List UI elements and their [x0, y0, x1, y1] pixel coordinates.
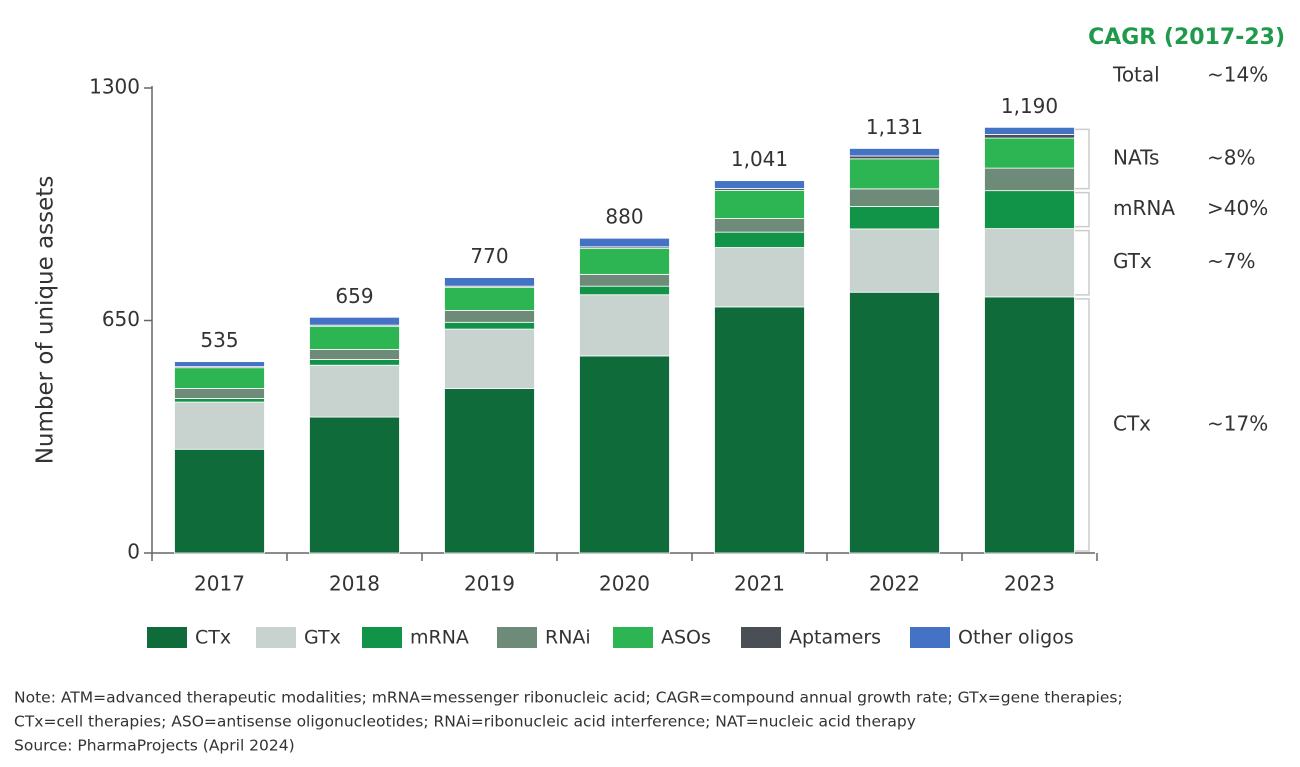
bar-segment	[579, 273, 670, 287]
legend-label: mRNA	[410, 627, 469, 649]
x-tick-label: 2018	[329, 572, 380, 596]
cagr-label: Total	[1112, 63, 1160, 87]
legend-swatch	[497, 627, 537, 648]
bar-segment	[579, 285, 670, 296]
bar-segment	[309, 359, 400, 366]
x-tick-label: 2017	[194, 572, 245, 596]
bar-segment	[984, 190, 1075, 229]
cagr-label: GTx	[1113, 249, 1152, 273]
bar-segment	[849, 291, 940, 554]
bar-segment	[309, 364, 400, 418]
total-label: 1,190	[1001, 94, 1058, 118]
bar-segment	[444, 388, 535, 554]
total-label: 770	[470, 244, 508, 268]
bar-segment	[984, 167, 1075, 192]
bar-segment	[309, 349, 400, 360]
bar-segment	[714, 306, 805, 554]
cagr-label: mRNA	[1113, 196, 1175, 220]
legend-label: GTx	[304, 627, 341, 649]
cagr-value: ~17%	[1207, 411, 1268, 435]
legend-label: RNAi	[545, 627, 591, 649]
cagr-value: >40%	[1207, 196, 1268, 220]
y-tick-label: 0	[127, 540, 140, 564]
total-label: 659	[335, 284, 373, 308]
x-tick-label: 2019	[464, 572, 515, 596]
bar-segment	[444, 328, 535, 389]
legend-swatch	[741, 627, 781, 648]
y-tick-label: 1300	[89, 75, 140, 99]
legend-swatch	[147, 627, 187, 648]
bar-segment	[714, 247, 805, 308]
bar-segment	[984, 137, 1075, 169]
legend-label: Other oligos	[958, 627, 1074, 649]
bar-segment	[984, 134, 1075, 139]
bar-segment	[714, 189, 805, 219]
bar-segment	[309, 316, 400, 326]
bar-segment	[579, 247, 670, 275]
bar-segment	[714, 180, 805, 189]
bracket	[1075, 298, 1090, 552]
y-axis-label: Number of unique assets	[33, 176, 59, 465]
bar-segment	[444, 286, 535, 311]
bar-segment	[849, 205, 940, 230]
bar-segment	[444, 277, 535, 287]
legend-swatch	[362, 627, 402, 648]
x-tick-label: 2022	[869, 572, 920, 596]
total-label: 880	[605, 205, 643, 229]
bar-segment	[849, 155, 940, 160]
cagr-value: ~7%	[1207, 249, 1256, 273]
bar-segment	[444, 310, 535, 323]
bar-segment	[174, 398, 265, 403]
total-label: 1,131	[866, 115, 923, 139]
x-tick-label: 2020	[599, 572, 650, 596]
cagr-value: ~14%	[1207, 63, 1268, 87]
bar-segment	[984, 126, 1075, 135]
bar-segment	[309, 325, 400, 350]
total-label: 1,041	[731, 147, 788, 171]
bar-segment	[849, 228, 940, 293]
bar-segment	[174, 448, 265, 554]
bar-segment	[174, 401, 265, 450]
legend-swatch	[256, 627, 296, 648]
total-label: 535	[200, 328, 238, 352]
cagr-value: ~8%	[1207, 146, 1256, 170]
legend-swatch	[910, 627, 950, 648]
legend-swatch	[613, 627, 653, 648]
bar-segment	[174, 361, 265, 368]
bar-segment	[714, 231, 805, 248]
y-tick-label: 650	[102, 307, 140, 331]
bar-segment	[579, 237, 670, 248]
bar-segment	[579, 294, 670, 357]
cagr-title: CAGR (2017-23)	[1088, 25, 1285, 50]
bar-segment	[174, 367, 265, 389]
legend-label: ASOs	[661, 627, 711, 649]
bar-segment	[579, 355, 670, 554]
bar-segment	[984, 228, 1075, 298]
note: CTx=cell therapies; ASO=antisense oligon…	[14, 713, 916, 731]
legend-label: CTx	[195, 627, 231, 649]
bracket	[1075, 128, 1090, 190]
bar-segment	[309, 416, 400, 554]
note: Note: ATM=advanced therapeutic modalitie…	[14, 689, 1123, 707]
bracket	[1075, 191, 1090, 228]
bar-segment	[984, 296, 1075, 554]
note: Source: PharmaProjects (April 2024)	[14, 737, 295, 755]
bar-segment	[444, 321, 535, 330]
bar-segment	[849, 188, 940, 207]
x-tick-label: 2023	[1004, 572, 1055, 596]
x-tick-label: 2021	[734, 572, 785, 596]
legend-label: Aptamers	[789, 627, 881, 649]
bracket	[1075, 229, 1090, 296]
bar-segment	[174, 388, 265, 399]
cagr-label: NATs	[1113, 146, 1159, 170]
bar-segment	[714, 218, 805, 233]
bar-segment	[849, 158, 940, 190]
cagr-label: CTx	[1113, 411, 1151, 435]
bar-segment	[849, 148, 940, 157]
